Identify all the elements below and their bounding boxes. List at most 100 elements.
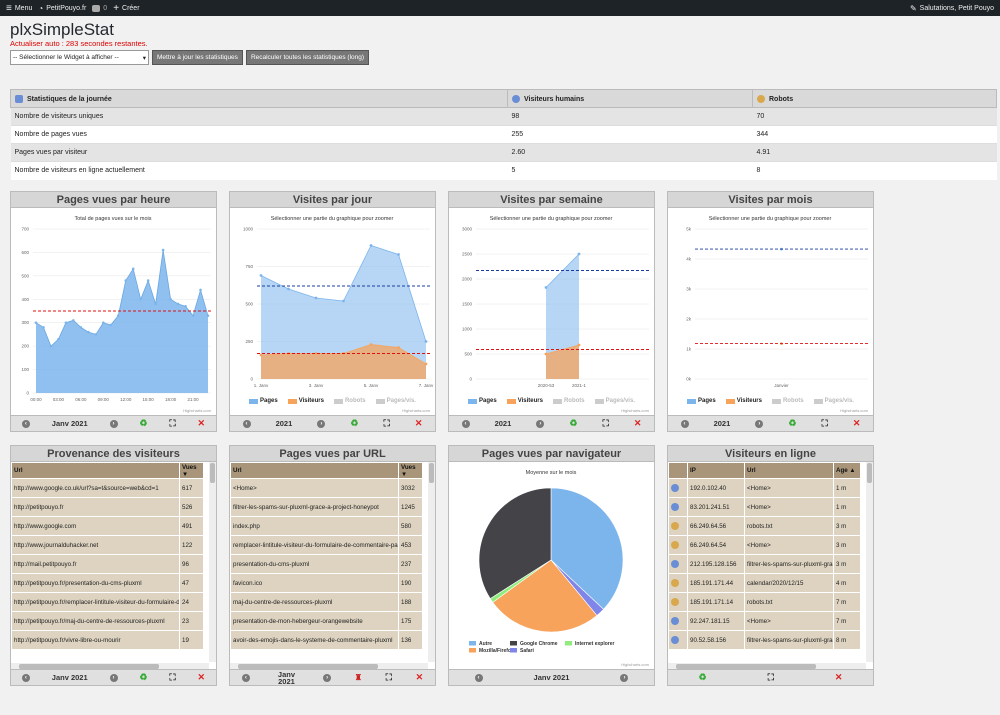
next-icon[interactable]: › xyxy=(536,419,545,428)
table-row[interactable]: avoir-des-emojis-dans-le-systeme-de-comm… xyxy=(230,630,423,650)
col-age[interactable]: Age ▲ xyxy=(833,462,861,479)
legend-pages[interactable]: Pages xyxy=(687,398,716,404)
next-icon[interactable]: › xyxy=(317,419,326,428)
site-link[interactable]: ◔ PetitPouyo.fr xyxy=(38,4,86,13)
table-row[interactable]: http://mail.petitpouyo.fr 96 xyxy=(11,554,204,574)
table-row[interactable]: http://petitpouyo.fr/presentation-du-cms… xyxy=(11,573,204,593)
user-greeting[interactable]: ✎ Salutations, Petit Pouyo xyxy=(910,0,994,16)
fullscreen-icon[interactable]: ⛶ xyxy=(602,418,609,428)
prev-icon[interactable]: ‹ xyxy=(680,419,689,428)
table-row[interactable]: 66.249.64.56 robots.txt 3 m xyxy=(668,516,861,536)
refresh-icon[interactable]: ♻ xyxy=(698,672,707,682)
next-icon[interactable]: › xyxy=(620,673,629,682)
fullscreen-icon[interactable]: ⛶ xyxy=(767,672,774,682)
table-row[interactable]: 192.0.102.40 <Home> 1 m xyxy=(668,478,861,498)
table-row[interactable]: 66.249.64.54 <Home> 3 m xyxy=(668,535,861,555)
col-views[interactable]: Vues ▼ xyxy=(398,462,423,479)
legend-robots[interactable]: Robots xyxy=(333,398,366,404)
refresh-icon[interactable]: ♻ xyxy=(139,672,148,682)
close-icon[interactable]: ✕ xyxy=(415,672,424,682)
col-url[interactable]: Url xyxy=(230,462,399,479)
fullscreen-icon[interactable]: ⛶ xyxy=(169,672,176,682)
refresh-icon[interactable]: ♻ xyxy=(569,418,578,428)
prev-icon[interactable]: ‹ xyxy=(242,419,251,428)
col-ip[interactable]: IP xyxy=(687,462,745,479)
pages-per-hour-chart[interactable]: Total de pages vues sur le mois Highchar… xyxy=(11,208,216,416)
refresh-icon[interactable]: ♻ xyxy=(350,418,359,428)
comments-link[interactable]: 0 xyxy=(92,4,107,12)
table-row[interactable]: presentation-du-cms-pluxml 237 xyxy=(230,554,423,574)
fullscreen-icon[interactable]: ⛶ xyxy=(383,418,390,428)
visits-per-month-chart[interactable]: Sélectionner une partie du graphique pou… xyxy=(668,208,873,416)
menu-button[interactable]: ≡ Menu xyxy=(6,3,32,14)
close-icon[interactable]: ✕ xyxy=(834,672,843,682)
close-icon[interactable]: ✕ xyxy=(852,418,861,428)
col-url[interactable]: Url xyxy=(11,462,180,479)
vertical-scrollbar[interactable] xyxy=(209,462,216,662)
prev-icon[interactable]: ‹ xyxy=(21,419,30,428)
horizontal-scrollbar[interactable] xyxy=(230,663,428,670)
vertical-scrollbar[interactable] xyxy=(428,462,435,662)
table-row[interactable]: 90.52.58.156 filtrer-les-spams-sur-pluxml… xyxy=(668,630,861,650)
table-row[interactable]: http://petitpouyo.fr/vivre-libre-ou-mour… xyxy=(11,630,204,650)
table-row[interactable]: remplacer-lintitule-visiteur-du-formulai… xyxy=(230,535,423,555)
fullscreen-icon[interactable]: ⛶ xyxy=(169,418,176,428)
table-row[interactable]: 83.201.241.51 <Home> 1 m xyxy=(668,497,861,517)
close-icon[interactable]: ✕ xyxy=(633,418,642,428)
table-row[interactable]: 212.195.128.156 filtrer-les-spams-sur-plu… xyxy=(668,554,861,574)
next-icon[interactable]: › xyxy=(109,419,118,428)
close-icon[interactable]: ✕ xyxy=(197,672,206,682)
visits-per-day-chart[interactable]: Sélectionner une partie du graphique pou… xyxy=(230,208,435,416)
prev-icon[interactable]: ‹ xyxy=(461,419,470,428)
next-icon[interactable]: › xyxy=(755,419,764,428)
table-row[interactable]: http://petitpouyo.fr/maj-du-centre-de-re… xyxy=(11,611,204,631)
legend-pages[interactable]: Pages xyxy=(249,398,278,404)
table-row[interactable]: http://www.google.com 491 xyxy=(11,516,204,536)
legend-visiteurs[interactable]: Visiteurs xyxy=(725,398,762,404)
legend-ppv[interactable]: Pages/vis. xyxy=(594,398,635,404)
robot-filter-icon[interactable]: ♜ xyxy=(354,673,362,682)
next-icon[interactable]: › xyxy=(323,673,332,682)
table-row[interactable]: http://www.journalduhacker.net 122 xyxy=(11,535,204,555)
close-icon[interactable]: ✕ xyxy=(197,418,206,428)
fullscreen-icon[interactable]: ⛶ xyxy=(821,418,828,428)
horizontal-scrollbar[interactable] xyxy=(11,663,209,670)
legend-robots[interactable]: Robots xyxy=(771,398,804,404)
prev-icon[interactable]: ‹ xyxy=(21,673,30,682)
vertical-scrollbar[interactable] xyxy=(866,462,873,662)
col-views[interactable]: Vues ▼ xyxy=(179,462,204,479)
visits-per-week-chart[interactable]: Sélectionner une partie du graphique pou… xyxy=(449,208,654,416)
horizontal-scrollbar[interactable] xyxy=(668,663,866,670)
refresh-icon[interactable]: ♻ xyxy=(788,418,797,428)
table-row[interactable]: filtrer-les-spams-sur-pluxml-grace-a-pro… xyxy=(230,497,423,517)
table-row[interactable]: 92.247.181.15 <Home> 7 m xyxy=(668,611,861,631)
legend-visiteurs[interactable]: Visiteurs xyxy=(506,398,543,404)
prev-icon[interactable]: ‹ xyxy=(241,673,250,682)
table-row[interactable]: presentation-de-mon-hebergeur-orangewebs… xyxy=(230,611,423,631)
table-row[interactable]: http://petitpouyo.fr/remplacer-lintitule… xyxy=(11,592,204,612)
table-row[interactable]: maj-du-centre-de-ressources-pluxml 188 xyxy=(230,592,423,612)
legend-robots[interactable]: Robots xyxy=(552,398,585,404)
table-row[interactable]: favicon.ico 190 xyxy=(230,573,423,593)
refresh-icon[interactable]: ♻ xyxy=(139,418,148,428)
legend-ppv[interactable]: Pages/vis. xyxy=(375,398,416,404)
browsers-pie-chart[interactable]: Moyenne sur le mois Highcharts.com Autre… xyxy=(449,462,654,670)
prev-icon[interactable]: ‹ xyxy=(474,673,483,682)
legend-pages[interactable]: Pages xyxy=(468,398,497,404)
legend-ppv[interactable]: Pages/vis. xyxy=(813,398,854,404)
legend-visiteurs[interactable]: Visiteurs xyxy=(287,398,324,404)
table-row[interactable]: http://www.google.co.uk/url?sa=t&source=… xyxy=(11,478,204,498)
update-stats-button[interactable]: Mettre à jour les statistiques xyxy=(152,50,243,65)
table-row[interactable]: <Home> 3032 xyxy=(230,478,423,498)
col-url[interactable]: Url xyxy=(744,462,834,479)
create-link[interactable]: + Créer xyxy=(113,3,139,14)
table-row[interactable]: index.php 580 xyxy=(230,516,423,536)
fullscreen-icon[interactable]: ⛶ xyxy=(385,672,392,682)
table-row[interactable]: 185.191.171.44 calendar/2020/12/15 4 m xyxy=(668,573,861,593)
next-icon[interactable]: › xyxy=(109,673,118,682)
widget-select[interactable]: -- Sélectionner le Widget à afficher -- ▾ xyxy=(10,50,149,65)
table-row[interactable]: 185.191.171.14 robots.txt 7 m xyxy=(668,592,861,612)
close-icon[interactable]: ✕ xyxy=(414,418,423,428)
recalc-stats-button[interactable]: Recalculer toutes les statistiques (long… xyxy=(245,50,370,65)
table-row[interactable]: http://petitpouyo.fr 526 xyxy=(11,497,204,517)
